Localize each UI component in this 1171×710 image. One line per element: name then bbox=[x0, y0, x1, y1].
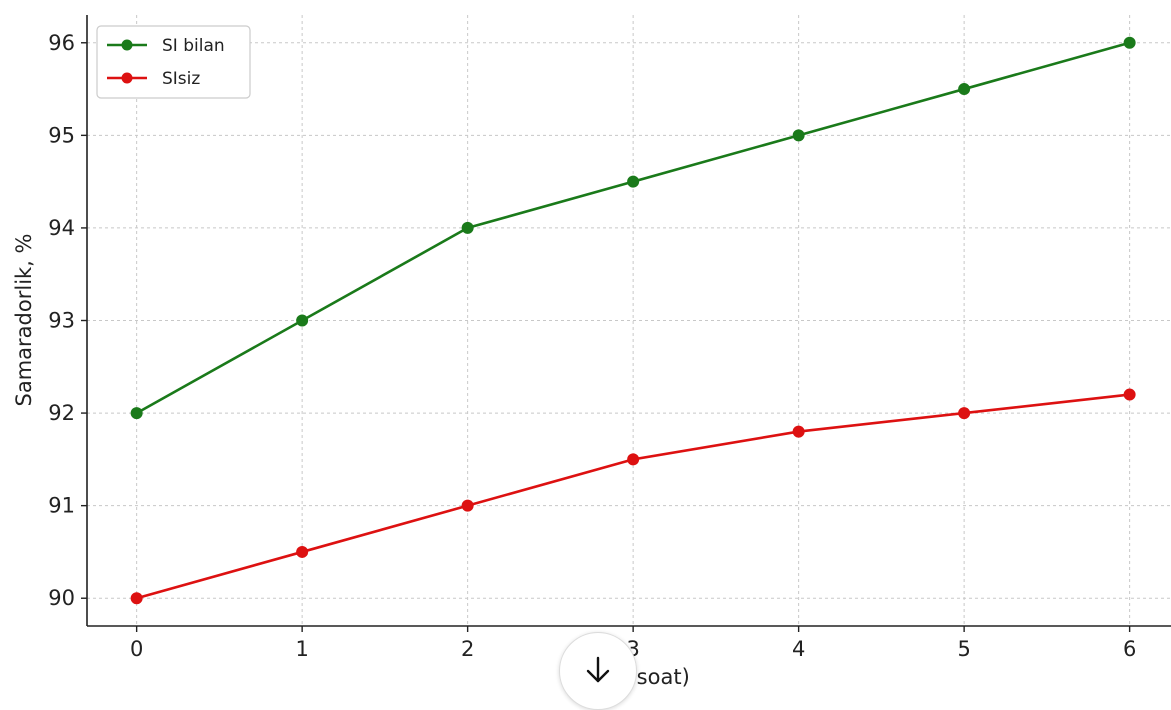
y-ticks: 90 91 92 93 94 95 96 bbox=[48, 31, 87, 610]
data-point bbox=[130, 592, 143, 605]
legend: SI bilan SIsiz bbox=[96, 25, 251, 99]
legend-label-0: SI bilan bbox=[162, 36, 225, 56]
data-point bbox=[958, 407, 971, 420]
x-tick-label: 5 bbox=[957, 637, 970, 661]
legend-marker-1 bbox=[121, 72, 133, 84]
data-point bbox=[627, 453, 640, 466]
legend-label-1: SIsiz bbox=[162, 69, 200, 89]
scroll-down-button[interactable] bbox=[559, 632, 637, 710]
y-tick-label: 92 bbox=[48, 401, 75, 425]
legend-marker-0 bbox=[121, 39, 133, 51]
data-point bbox=[296, 314, 309, 327]
arrow-down-icon bbox=[586, 656, 610, 683]
x-tick-label: 4 bbox=[792, 637, 805, 661]
x-tick-label: 0 bbox=[130, 637, 143, 661]
data-point bbox=[461, 499, 474, 512]
data-point bbox=[627, 175, 640, 188]
y-tick-label: 96 bbox=[48, 31, 75, 55]
data-point bbox=[461, 221, 474, 234]
x-tick-label: 1 bbox=[295, 637, 308, 661]
y-tick-label: 94 bbox=[48, 216, 75, 240]
y-tick-label: 91 bbox=[48, 494, 75, 518]
x-tick-label: 6 bbox=[1123, 637, 1136, 661]
data-point bbox=[792, 129, 805, 142]
y-tick-label: 90 bbox=[48, 586, 75, 610]
data-point bbox=[130, 407, 143, 420]
data-point bbox=[1123, 36, 1136, 49]
x-tick-label: 2 bbox=[461, 637, 474, 661]
data-point bbox=[296, 545, 309, 558]
data-point bbox=[792, 425, 805, 438]
data-point bbox=[958, 83, 971, 96]
grid-lines bbox=[87, 15, 1171, 626]
data-point bbox=[1123, 388, 1136, 401]
x-axis-title: ,soat) bbox=[630, 665, 690, 689]
y-tick-label: 93 bbox=[48, 309, 75, 333]
series-group bbox=[130, 36, 1136, 605]
y-tick-label: 95 bbox=[48, 123, 75, 147]
y-axis-title: Samaradorlik, % bbox=[12, 234, 36, 407]
